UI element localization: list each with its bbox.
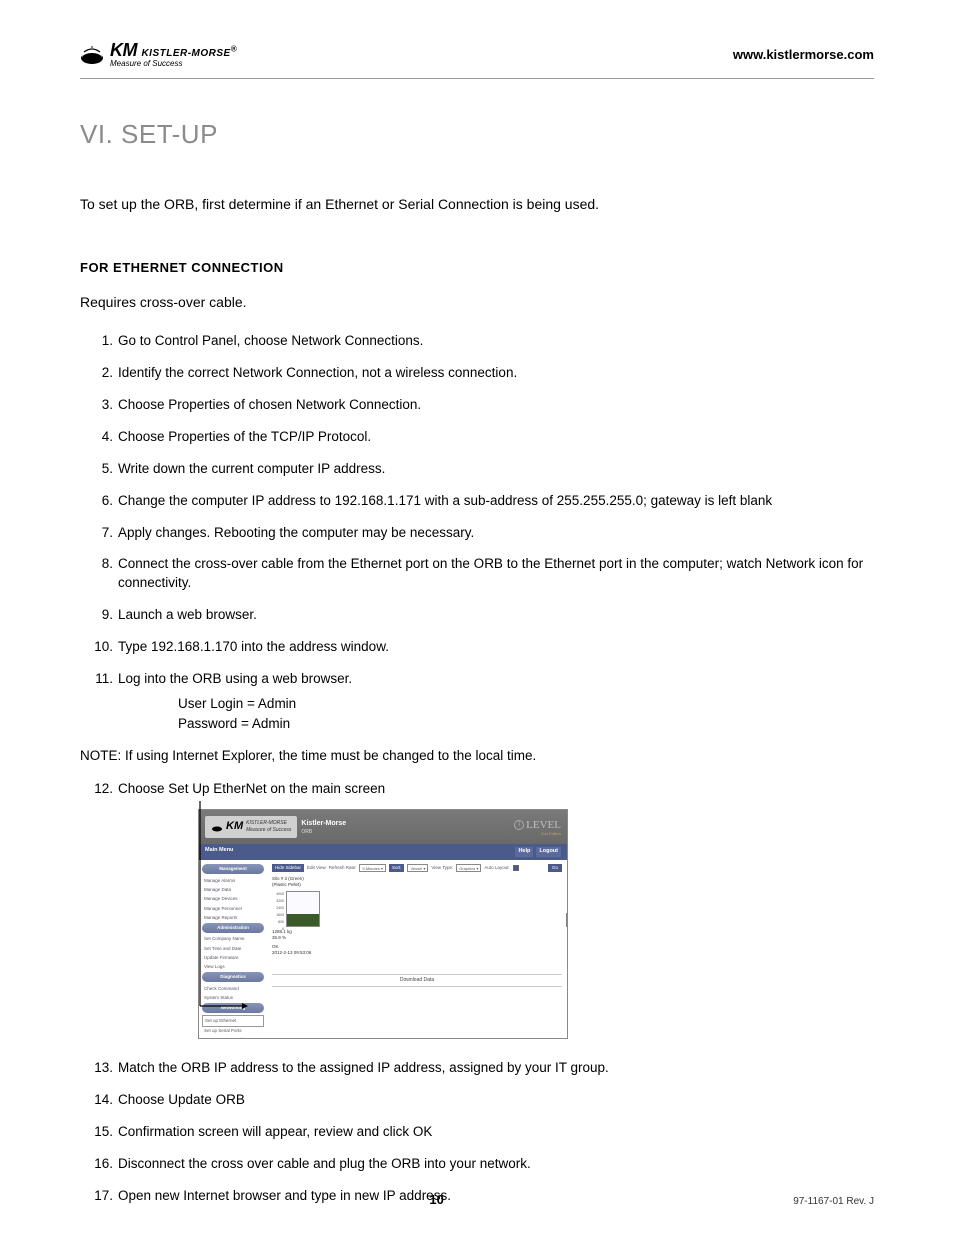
header-url: www.kistlermorse.com — [733, 47, 874, 62]
step-item: Choose Update ORB — [118, 1091, 874, 1110]
ss-help-button[interactable]: Help — [515, 847, 533, 857]
embedded-screenshot: KM KISTLER-MORSEMeasure of Success Kistl… — [198, 809, 568, 1039]
section-heading: FOR ETHERNET CONNECTION — [80, 260, 874, 275]
ss-sidebar-item[interactable]: Set up Serial Ports — [202, 1027, 264, 1036]
page-footer: 10 97-1167-01 Rev. J — [80, 1192, 874, 1207]
step-item: Identify the correct Network Connection,… — [118, 364, 874, 383]
note-text: NOTE: If using Internet Explorer, the ti… — [80, 747, 874, 766]
step-item: Type 192.168.1.170 into the address wind… — [118, 638, 874, 657]
cred-pass: Password = Admin — [178, 714, 874, 734]
step-item: Match the ORB IP address to the assigned… — [118, 1059, 874, 1078]
callout-arrow-icon — [192, 801, 252, 1021]
ss-bar-chart — [286, 891, 320, 927]
logo: KM KISTLER-MORSE® Measure of Success — [80, 40, 237, 68]
ss-silo-widget: Silo # 3 (Green)(Plastic Pellet) 4000320… — [272, 876, 562, 956]
credentials-block: User Login = Admin Password = Admin — [178, 694, 874, 735]
step-item: Write down the current computer IP addre… — [118, 460, 874, 479]
step-item: Go to Control Panel, choose Network Conn… — [118, 332, 874, 351]
step-item: Choose Properties of the TCP/IP Protocol… — [118, 428, 874, 447]
ss-view-select[interactable]: Graphics ▾ — [456, 864, 481, 872]
step-item: Confirmation screen will appear, review … — [118, 1123, 874, 1142]
ss-download-link[interactable]: Download Data — [272, 974, 562, 987]
step-item: Launch a web browser. — [118, 606, 874, 625]
step-item: Disconnect the cross over cable and plug… — [118, 1155, 874, 1174]
step-item: Connect the cross-over cable from the Et… — [118, 555, 874, 593]
logo-name-text: KISTLER-MORSE® — [141, 48, 237, 59]
ss-banner: KM KISTLER-MORSEMeasure of Success Kistl… — [199, 810, 567, 844]
logo-icon — [80, 42, 104, 66]
page-header: KM KISTLER-MORSE® Measure of Success www… — [80, 40, 874, 68]
step-item: Log into the ORB using a web browser. Us… — [118, 670, 874, 734]
header-divider — [80, 78, 874, 79]
ss-main-panel: Hide Sidebar Edit View Refresh Rate:5 Mi… — [267, 860, 567, 1039]
ss-sidebar-item[interactable]: Set up Device Push — [202, 1036, 264, 1039]
step-item: Choose Set Up EtherNet on the main scree… — [118, 780, 874, 1041]
ss-refresh-select[interactable]: 5 Minutes ▾ — [359, 864, 385, 872]
cred-user: User Login = Admin — [178, 694, 874, 714]
page-number: 10 — [429, 1192, 443, 1207]
ss-toolbar: Hide Sidebar Edit View Refresh Rate:5 Mi… — [272, 864, 562, 872]
step-item: Change the computer IP address to 192.16… — [118, 492, 874, 511]
step-item: Apply changes. Rebooting the computer ma… — [118, 524, 874, 543]
ss-mainmenu-bar: Main Menu HelpLogout — [199, 844, 567, 860]
ss-sort-select[interactable]: Vessel ▾ — [407, 864, 428, 872]
ss-go-button[interactable]: Go — [548, 864, 562, 872]
requires-text: Requires cross-over cable. — [80, 293, 874, 313]
page-title: VI. SET-UP — [80, 119, 874, 150]
ss-auto-checkbox[interactable] — [513, 865, 519, 871]
step-item: Choose Properties of chosen Network Conn… — [118, 396, 874, 415]
ss-logout-button[interactable]: Logout — [536, 847, 561, 857]
screenshot-container: KM KISTLER-MORSEMeasure of Success Kistl… — [198, 809, 874, 1041]
intro-text: To set up the ORB, first determine if an… — [80, 195, 874, 215]
ss-edit-view-link[interactable]: Edit View — [307, 865, 326, 871]
steps-list: Go to Control Panel, choose Network Conn… — [80, 332, 874, 1205]
ss-tank-icon: ▦ — [566, 913, 568, 927]
logo-km-text: KM — [110, 40, 137, 60]
ss-hide-sidebar-button[interactable]: Hide Sidebar — [272, 864, 304, 872]
doc-revision: 97-1167-01 Rev. J — [793, 1196, 874, 1207]
